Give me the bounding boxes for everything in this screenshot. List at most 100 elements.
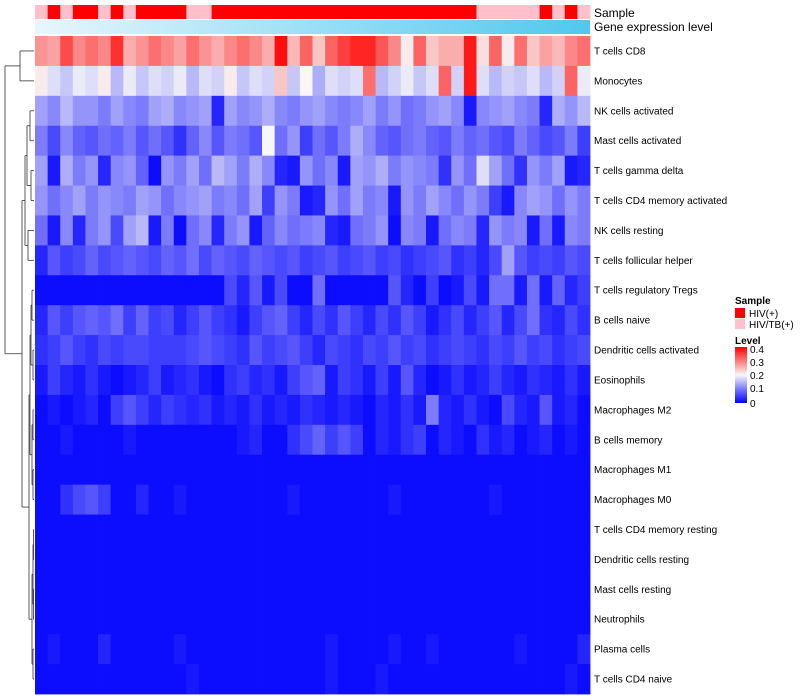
row-label: NK cells activated (594, 106, 673, 117)
heatmap-cell (514, 365, 528, 396)
heatmap-cell (362, 574, 376, 605)
heatmap-cell (211, 634, 225, 665)
heatmap-cell (438, 514, 452, 545)
sample-cell (148, 5, 162, 19)
sample-cell (110, 5, 124, 19)
heatmap-cell (400, 215, 414, 246)
heatmap-cell (249, 65, 263, 97)
heatmap-cell (60, 664, 74, 695)
sample-cell (325, 5, 339, 19)
heatmap-cell (514, 664, 528, 695)
heatmap-cell (299, 394, 313, 426)
heatmap-cell (249, 155, 263, 186)
heatmap-cell (312, 544, 326, 575)
heatmap-cell (426, 335, 440, 366)
heatmap-cell (539, 634, 553, 665)
heatmap-cell (564, 484, 578, 515)
heatmap-cell (287, 604, 301, 635)
heatmap-cell (489, 604, 503, 635)
heatmap-cell (85, 65, 99, 97)
heatmap-cell (426, 36, 440, 67)
sample-cell (526, 5, 540, 19)
heatmap-cell (438, 634, 452, 665)
heatmap-cell (426, 574, 440, 605)
heatmap-cell (501, 275, 515, 306)
heatmap-cell (299, 335, 313, 366)
heatmap-cell (362, 275, 376, 306)
heatmap-cell (476, 335, 490, 366)
heatmap-cell (337, 604, 351, 635)
legend-level-tick-0-1: 0.1 (750, 384, 764, 395)
heatmap-cell (85, 454, 99, 486)
heatmap-cell (35, 245, 49, 276)
heatmap-cell (123, 305, 137, 336)
heatmap-cell (451, 365, 465, 396)
heatmap-cell (198, 664, 212, 695)
heatmap-cell (135, 215, 149, 246)
heatmap-cell (249, 275, 263, 306)
heatmap-cell (186, 65, 200, 97)
heatmap-cell (72, 365, 86, 396)
heatmap-cell (350, 155, 364, 186)
heatmap-cell (375, 95, 389, 127)
heatmap-cell (413, 65, 427, 97)
heatmap-cell (186, 664, 200, 695)
heatmap-cell (135, 514, 149, 545)
heatmap-cell (60, 424, 74, 456)
heatmap-cell (325, 95, 339, 127)
heatmap-cell (388, 155, 402, 186)
heatmap-cell (47, 36, 61, 67)
heatmap-cell (552, 454, 566, 486)
heatmap-cell (211, 424, 225, 456)
heatmap-cell (173, 634, 187, 665)
heatmap-cell (451, 65, 465, 97)
sample-cell (426, 5, 440, 19)
heatmap-cell (98, 514, 112, 545)
heatmap-cell (514, 245, 528, 276)
heatmap-cell (476, 544, 490, 575)
legend-level-tick-0-2: 0.2 (750, 371, 764, 382)
heatmap-cell (249, 305, 263, 336)
heatmap-cell (110, 394, 124, 426)
sample-cell (400, 5, 414, 19)
heatmap-cell (564, 604, 578, 635)
heatmap-cell (564, 454, 578, 486)
heatmap-cell (337, 245, 351, 276)
heatmap-cell (47, 664, 61, 695)
heatmap-cell (438, 544, 452, 575)
heatmap-cell (413, 155, 427, 186)
heatmap-cell (72, 215, 86, 246)
heatmap-cell (173, 275, 187, 306)
heatmap-cell (388, 544, 402, 575)
heatmap-cell (463, 65, 477, 97)
heatmap-cell (198, 514, 212, 545)
heatmap-cell (110, 634, 124, 665)
heatmap-cell (413, 574, 427, 605)
heatmap-cell (35, 454, 49, 486)
heatmap-cell (135, 424, 149, 456)
heatmap-cell (501, 484, 515, 515)
heatmap-cell (198, 365, 212, 396)
heatmap-cell (413, 95, 427, 127)
heatmap-cell (161, 185, 175, 216)
heatmap-cell (413, 394, 427, 426)
heatmap-cell (123, 424, 137, 456)
sample-cell (287, 5, 301, 19)
heatmap-cell (312, 574, 326, 605)
sample-cell (514, 5, 528, 19)
heatmap-cell (123, 664, 137, 695)
heatmap-cell (463, 185, 477, 216)
heatmap-cell (123, 185, 137, 216)
heatmap-cell (375, 245, 389, 276)
heatmap-cell (110, 484, 124, 515)
sample-cell (198, 5, 212, 19)
heatmap-cell (337, 544, 351, 575)
heatmap-cell (426, 215, 440, 246)
heatmap-cell (224, 125, 238, 157)
heatmap-cell (173, 664, 187, 695)
heatmap-cell (539, 484, 553, 515)
heatmap-cell (564, 574, 578, 605)
heatmap-cell (362, 185, 376, 216)
heatmap-cell (438, 305, 452, 336)
heatmap-cell (198, 185, 212, 216)
